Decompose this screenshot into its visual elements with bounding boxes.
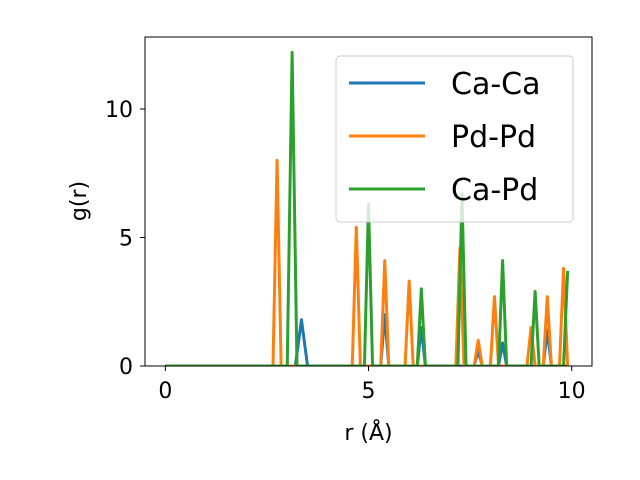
legend-frame xyxy=(335,55,574,223)
y-tick-label: 0 xyxy=(119,355,133,380)
legend-label-ca-pd: Ca-Pd xyxy=(451,173,538,208)
legend-label-pd-pd: Pd-Pd xyxy=(451,120,536,155)
y-tick-label: 5 xyxy=(119,226,133,251)
x-axis-ticks: 0 5 10 xyxy=(158,366,586,404)
series-layer xyxy=(165,50,570,366)
x-axis-label: r (Å) xyxy=(344,419,392,446)
x-tick-label: 10 xyxy=(558,379,586,404)
y-tick-label: 10 xyxy=(105,98,133,123)
y-axis-ticks: 0 5 10 xyxy=(105,98,145,380)
series-line-ca-pd xyxy=(165,50,570,366)
x-tick-label: 0 xyxy=(158,379,172,404)
series-line-pd-pd xyxy=(165,158,570,366)
x-tick-label: 5 xyxy=(362,379,376,404)
legend: Ca-Ca Pd-Pd Ca-Pd xyxy=(335,55,574,223)
legend-label-ca-ca: Ca-Ca xyxy=(451,67,541,102)
y-axis-label: g(r) xyxy=(67,181,92,221)
